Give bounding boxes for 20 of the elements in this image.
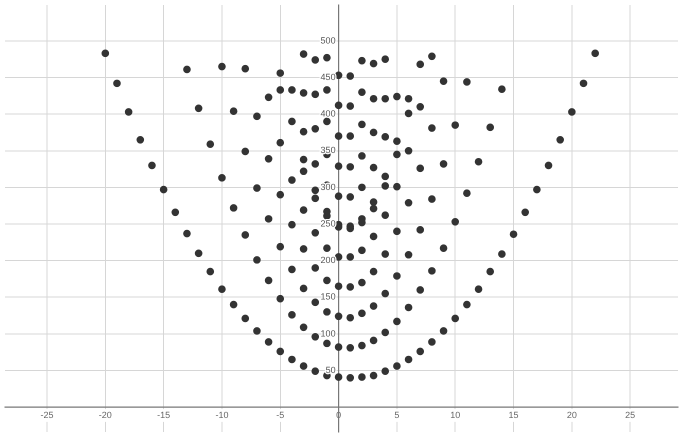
x-tick-label: 10	[450, 410, 460, 420]
x-tick-label: -15	[157, 410, 170, 420]
y-tick-label: 150	[320, 292, 336, 302]
x-tick-label: 25	[625, 410, 636, 420]
x-tick-label: -20	[98, 410, 112, 420]
x-tick-label: 20	[566, 410, 577, 420]
y-tick-label: 300	[320, 182, 336, 192]
x-tick-label: 15	[508, 410, 519, 420]
y-tick-label: 450	[320, 72, 336, 82]
y-tick-label: 200	[320, 255, 336, 266]
x-tick-label: -25	[40, 410, 54, 420]
x-tick-label: -5	[276, 410, 284, 420]
y-tick-label: 250	[320, 218, 336, 228]
x-tick-label: 5	[394, 410, 400, 420]
y-tick-label: 350	[320, 145, 336, 156]
y-tick-label: 400	[320, 108, 336, 119]
x-tick-label: -10	[215, 410, 228, 420]
y-tick-label: 500	[320, 35, 336, 46]
y-tick-label: 50	[326, 364, 336, 375]
y-tick-label: 100	[320, 328, 336, 338]
